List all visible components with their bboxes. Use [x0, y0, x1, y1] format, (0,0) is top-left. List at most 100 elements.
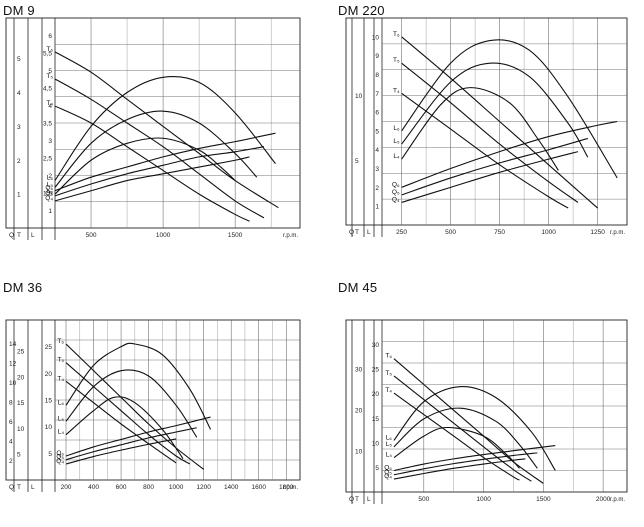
chart-title-dm45: DM 45 [338, 280, 378, 295]
inner-tick-label: 5 [375, 128, 379, 135]
x-tick-label: 1500 [228, 232, 243, 239]
series-line [393, 445, 556, 472]
x-tick-label: 1500 [536, 496, 551, 503]
x-tick-label: 500 [418, 496, 429, 503]
scale-tick-label: 20 [17, 374, 25, 381]
inner-tick-label: 15 [372, 416, 380, 423]
chart-panel-dm220: DM 220 1 2 3 4 5 6 7 8 9 10 5 10 Q T L 250 500 750 1000 125… [322, 0, 644, 258]
inner-tick-label: 20 [372, 391, 380, 398]
chart-svg-dm45: 5 10 15 20 25 30 10 20 30 Q T L 500 1000 1500 2000 r.p.m… [345, 319, 628, 504]
scale-tick-label: 10 [355, 449, 363, 456]
scale-tick-label: 25 [17, 348, 25, 355]
series-label: L₅ [58, 415, 65, 422]
series-line [54, 137, 236, 195]
series-label: L₄ [58, 429, 65, 436]
x-tick-label: 750 [494, 229, 505, 236]
x-tick-label: 1250 [590, 229, 605, 236]
inner-tick-label: 1 [375, 204, 379, 211]
series-label: Q₆ [392, 181, 400, 188]
axis-label-l: L [31, 484, 35, 491]
inner-tick-label: 4 [375, 147, 379, 154]
series-line [54, 51, 279, 209]
series-label: Q₆ [45, 185, 53, 192]
series-line [65, 369, 198, 438]
series-label: T₆ [385, 353, 392, 360]
chart-title-dm9: DM 9 [3, 3, 35, 18]
inner-tick-label: 30 [372, 342, 380, 349]
x-tick-label: 800 [143, 484, 154, 491]
inner-tick-label: 2,5 [43, 156, 52, 163]
inner-tick-label: 8 [375, 72, 379, 79]
scale-tick-label: 12 [9, 360, 17, 367]
inner-tick-label: 5,5 [43, 51, 52, 58]
series-label: L₆ [47, 175, 54, 182]
series-label: Q₄ [45, 195, 53, 202]
series-line [65, 427, 197, 461]
inner-tick-label: 3 [375, 166, 379, 173]
inner-tick-label: 9 [375, 53, 379, 60]
axis-label-q: Q [9, 484, 14, 491]
scale-tick-label: 10 [355, 93, 363, 100]
series-label: L₄ [47, 188, 54, 195]
scale-tick-label: 3 [17, 124, 21, 131]
series-label: Q₅ [392, 189, 400, 196]
series-line [401, 87, 559, 171]
series-label: T₅ [46, 73, 53, 80]
scale-tick-label: 14 [9, 341, 17, 348]
series-label: L₅ [386, 441, 393, 448]
x-tick-label: 1000 [156, 232, 171, 239]
series-label: T₄ [46, 100, 53, 107]
series-label: L₅ [393, 138, 400, 145]
x-tick-label: 500 [445, 229, 456, 236]
inner-tick-label: 25 [45, 344, 53, 351]
chart-panel-dm45: DM 45 5 10 15 20 25 30 10 20 30 Q T L 500 1000 1500 200… [322, 262, 644, 522]
series-label: T₆ [393, 31, 400, 38]
chart-panel-dm9: DM 9 1 1,5 2 2,5 3 3,5 4 4,5 5 5,5 6 1 2 3 4 5 Q T L 500 100… [0, 0, 320, 258]
scale-tick-label: 5 [17, 452, 21, 459]
inner-tick-label: 10 [372, 34, 380, 41]
scale-tick-label: 5 [355, 158, 359, 165]
scale-tick-label: 4 [9, 438, 13, 445]
series-label: Q₄ [56, 458, 64, 465]
series-label: L₆ [386, 434, 393, 441]
series-line [401, 92, 569, 209]
x-axis-label: r.p.m. [283, 233, 298, 239]
series-label: T₄ [393, 87, 400, 94]
series-line [65, 342, 212, 430]
inner-tick-label: 5 [375, 465, 379, 472]
scale-tick-label: 30 [355, 367, 363, 374]
x-tick-label: 250 [396, 229, 407, 236]
chart-title-dm36: DM 36 [3, 280, 43, 295]
series-line [393, 358, 544, 484]
inner-tick-label: 6 [375, 110, 379, 117]
series-line [401, 137, 588, 196]
series-label: L₅ [47, 181, 54, 188]
axis-label-t: T [355, 496, 359, 503]
x-tick-label: 1000 [476, 496, 491, 503]
inner-tick-label: 20 [45, 371, 53, 378]
inner-tick-label: 6 [48, 33, 52, 40]
axis-label-l: L [367, 496, 371, 503]
chart-svg-dm220: 1 2 3 4 5 6 7 8 9 10 5 10 Q T L 250 500 750 1000 1250 r.p.m.… [345, 17, 628, 237]
scale-tick-label: 15 [17, 400, 25, 407]
series-label: L₄ [393, 153, 400, 160]
series-line [54, 110, 258, 188]
series-label: Q₄ [384, 473, 392, 480]
series-line [401, 62, 579, 203]
series-line [393, 426, 520, 469]
scale-tick-label: 10 [9, 380, 17, 387]
scale-tick-label: 4 [17, 90, 21, 97]
series-line [393, 392, 520, 481]
x-tick-label: 1600 [251, 484, 266, 491]
series-line [393, 458, 526, 480]
scale-tick-label: 1 [17, 192, 21, 199]
series-line [393, 375, 532, 482]
axis-label-q: Q [9, 232, 14, 239]
scale-tick-label: 5 [17, 56, 21, 63]
series-label: Q₄ [392, 196, 400, 203]
series-label: L₆ [393, 125, 400, 132]
inner-tick-label: 3,5 [43, 121, 52, 128]
chart-title-dm220: DM 220 [338, 3, 385, 18]
inner-tick-label: 3 [48, 138, 52, 145]
x-tick-label: 1000 [541, 229, 556, 236]
